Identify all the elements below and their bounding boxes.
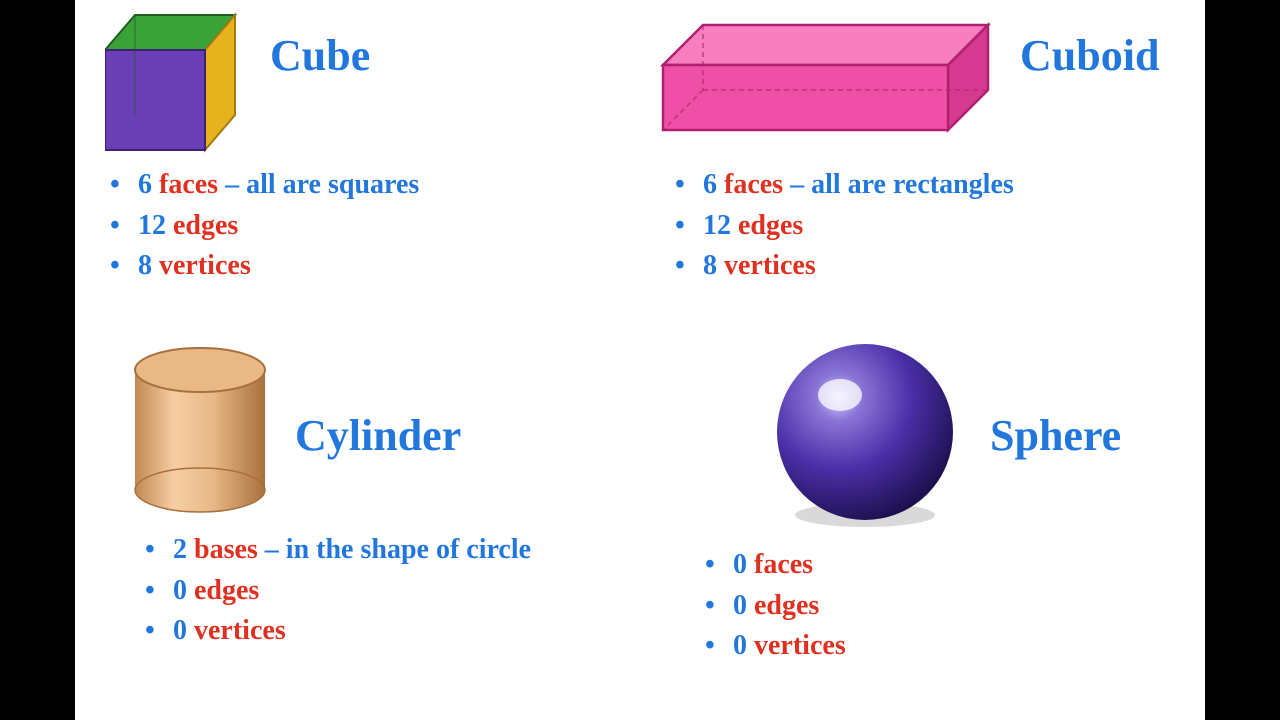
cylinder-prop-bases: 2 bases – in the shape of circle <box>145 530 565 571</box>
prop-number: 0 <box>733 549 747 580</box>
prop-keyword: faces <box>754 549 813 580</box>
prop-number: 8 <box>138 250 152 281</box>
prop-keyword: edges <box>754 590 819 621</box>
prop-detail: – all are squares <box>225 169 419 200</box>
prop-number: 0 <box>173 575 187 606</box>
cylinder-illustration <box>130 345 270 515</box>
prop-keyword: edges <box>173 210 238 241</box>
sphere-prop-faces: 0 faces <box>705 545 1125 586</box>
cube-illustration <box>105 5 255 155</box>
cylinder-prop-vertices: 0 vertices <box>145 611 565 652</box>
cuboid-prop-edges: 12 edges <box>675 206 1185 247</box>
prop-keyword: edges <box>194 575 259 606</box>
content-area: Cube 6 faces – all are squares 12 edges … <box>75 0 1205 720</box>
prop-keyword: faces <box>724 169 783 200</box>
cube-prop-edges: 12 edges <box>110 206 590 247</box>
prop-keyword: vertices <box>754 630 846 661</box>
cube-title: Cube <box>270 30 370 81</box>
cuboid-title: Cuboid <box>1020 30 1159 81</box>
prop-keyword: vertices <box>724 250 816 281</box>
prop-keyword: vertices <box>194 615 286 646</box>
prop-number: 12 <box>138 210 166 241</box>
cube-props: 6 faces – all are squares 12 edges 8 ver… <box>110 165 590 287</box>
prop-keyword: edges <box>738 210 803 241</box>
prop-number: 2 <box>173 534 187 565</box>
cuboid-prop-faces: 6 faces – all are rectangles <box>675 165 1185 206</box>
prop-number: 6 <box>703 169 717 200</box>
prop-number: 6 <box>138 169 152 200</box>
sphere-prop-edges: 0 edges <box>705 586 1125 627</box>
cube-prop-faces: 6 faces – all are squares <box>110 165 590 206</box>
prop-keyword: faces <box>159 169 218 200</box>
prop-number: 12 <box>703 210 731 241</box>
cuboid-illustration <box>658 20 993 135</box>
sphere-props: 0 faces 0 edges 0 vertices <box>705 545 1125 667</box>
prop-detail: – in the shape of circle <box>265 534 531 565</box>
prop-keyword: vertices <box>159 250 251 281</box>
cylinder-title: Cylinder <box>295 410 461 461</box>
prop-number: 0 <box>733 630 747 661</box>
prop-number: 0 <box>733 590 747 621</box>
cylinder-props: 2 bases – in the shape of circle 0 edges… <box>145 530 565 652</box>
sphere-title: Sphere <box>990 410 1121 461</box>
prop-keyword: bases <box>194 534 258 565</box>
cuboid-prop-vertices: 8 vertices <box>675 246 1185 287</box>
sphere-prop-vertices: 0 vertices <box>705 626 1125 667</box>
cuboid-props: 6 faces – all are rectangles 12 edges 8 … <box>675 165 1185 287</box>
prop-detail: – all are rectangles <box>790 169 1014 200</box>
cube-prop-vertices: 8 vertices <box>110 246 590 287</box>
prop-number: 0 <box>173 615 187 646</box>
cylinder-prop-edges: 0 edges <box>145 571 565 612</box>
sphere-illustration <box>770 340 960 530</box>
prop-number: 8 <box>703 250 717 281</box>
